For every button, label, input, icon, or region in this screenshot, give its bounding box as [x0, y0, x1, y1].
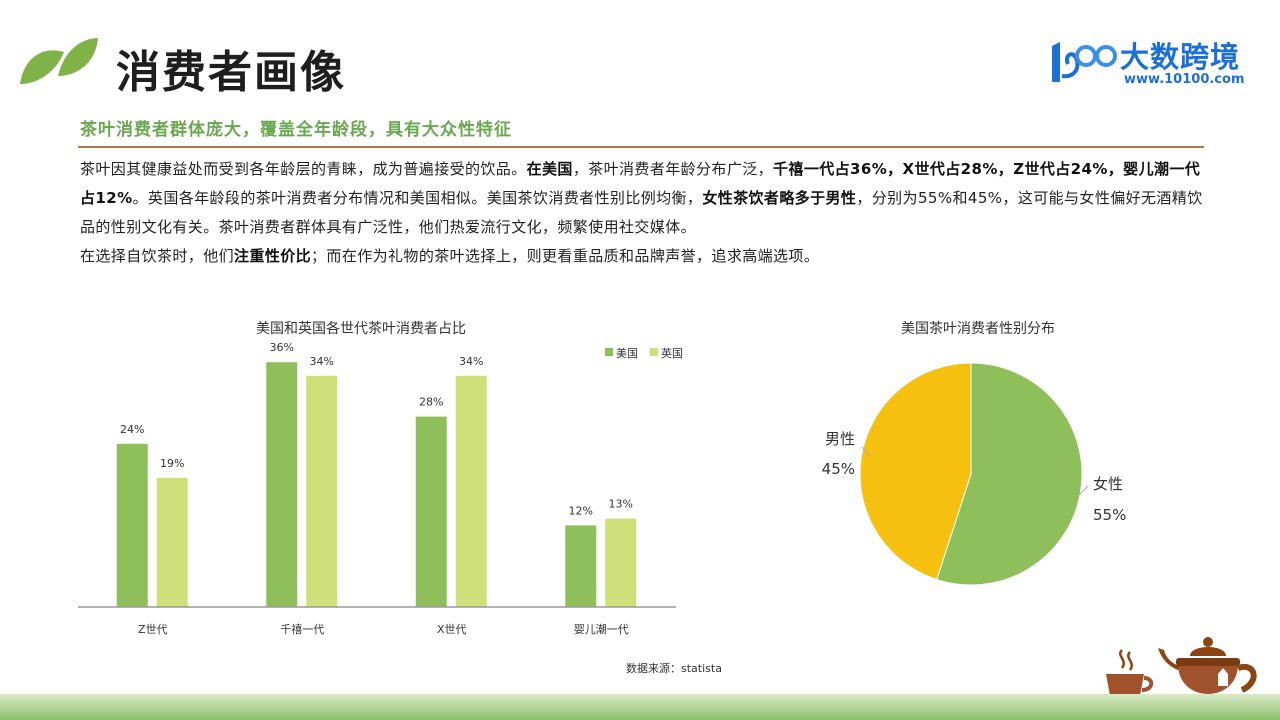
body-text-run: ，分别为55%和45%，这可能与女性偏好无酒精饮品的性别文化有关。茶叶消费者群体… — [80, 189, 1203, 236]
emphasis-text: 女性茶饮者略多于男性 — [702, 189, 857, 207]
data-label: 34% — [310, 355, 334, 368]
pie-chart-title: 美国茶叶消费者性别分布 — [901, 321, 1055, 337]
bar-chart-title: 美国和英国各世代茶叶消费者占比 — [256, 320, 466, 337]
x-tick-label: X世代 — [437, 623, 467, 636]
brand-mark-icon — [1052, 42, 1117, 82]
body-text-run: ；而在作为礼物的茶叶选择上，则更看重品质和品牌声誉，追求高端选项。 — [311, 247, 820, 265]
pie-slice — [936, 362, 1083, 586]
data-label: 12% — [569, 504, 593, 517]
bar — [605, 518, 637, 607]
teapot-icon — [1158, 637, 1257, 694]
body-text-run: ，茶叶消费者年龄分布广泛， — [572, 160, 774, 178]
data-label: 24% — [120, 423, 144, 436]
x-tick-label: 千禧一代 — [280, 623, 324, 636]
section-subtitle: 茶叶消费者群体庞大，覆盖全年龄段，具有大众性特征 — [80, 120, 512, 140]
data-label: 36% — [270, 341, 294, 354]
data-source: 数据来源：statista — [626, 662, 722, 675]
slice-value-label: 45% — [822, 460, 855, 478]
leaf-logo-icon — [20, 38, 98, 84]
emphasis-text: 注重性价比 — [234, 247, 312, 265]
body-paragraph: 茶叶因其健康益处而受到各年龄层的青睐，成为普遍接受的饮品。在美国，茶叶消费者年龄… — [80, 155, 1212, 271]
data-label: 13% — [609, 498, 633, 511]
bar — [266, 362, 298, 607]
brand-logo: 大数跨境 www.10100.com — [1046, 34, 1256, 90]
bar — [306, 375, 338, 607]
body-text-run: 茶叶因其健康益处而受到各年龄层的青睐，成为普遍接受的饮品。 — [80, 160, 527, 178]
bar — [156, 477, 188, 607]
page-title: 消费者画像 — [116, 47, 346, 98]
slice-value-label: 55% — [1093, 506, 1126, 524]
bar — [565, 525, 597, 607]
data-label: 19% — [160, 457, 184, 470]
legend-swatch — [605, 348, 613, 356]
emphasis-text: 在美国 — [526, 160, 573, 178]
x-tick-label: Z世代 — [138, 623, 168, 636]
divider — [78, 146, 1204, 148]
slice-name-label: 男性 — [825, 430, 855, 448]
pie-slice — [859, 362, 972, 581]
paragraph-1: 茶叶因其健康益处而受到各年龄层的青睐，成为普遍接受的饮品。在美国，茶叶消费者年龄… — [80, 155, 1212, 242]
bar — [116, 443, 148, 607]
leader-line — [1077, 485, 1089, 497]
x-tick-label: 婴儿潮一代 — [574, 622, 629, 636]
slice-name-label: 女性 — [1093, 475, 1123, 493]
body-text-run: 。英国各年龄段的茶叶消费者分布情况和美国相似。美国茶饮消费者性别比例均衡， — [132, 189, 703, 207]
bar — [415, 416, 447, 607]
legend-label: 美国 — [616, 347, 638, 360]
body-text-run: 在选择自饮茶时，他们 — [80, 247, 235, 265]
brand-url: www.10100.com — [1124, 72, 1245, 87]
paragraph-2: 在选择自饮茶时，他们注重性价比；而在作为礼物的茶叶选择上，则更看重品质和品牌声誉… — [80, 242, 1212, 271]
data-label: 28% — [419, 396, 443, 409]
data-label: 34% — [459, 355, 483, 368]
legend-label: 英国 — [661, 346, 683, 360]
legend-swatch — [650, 348, 658, 356]
brand-name: 大数跨境 — [1120, 40, 1241, 74]
emphasis-text: 千禧一代占36%，X世代占28%，Z世代占24%，婴儿潮一代占12% — [80, 160, 1201, 207]
leader-line — [861, 446, 871, 457]
footer-band — [0, 694, 1280, 720]
bar — [455, 375, 487, 607]
